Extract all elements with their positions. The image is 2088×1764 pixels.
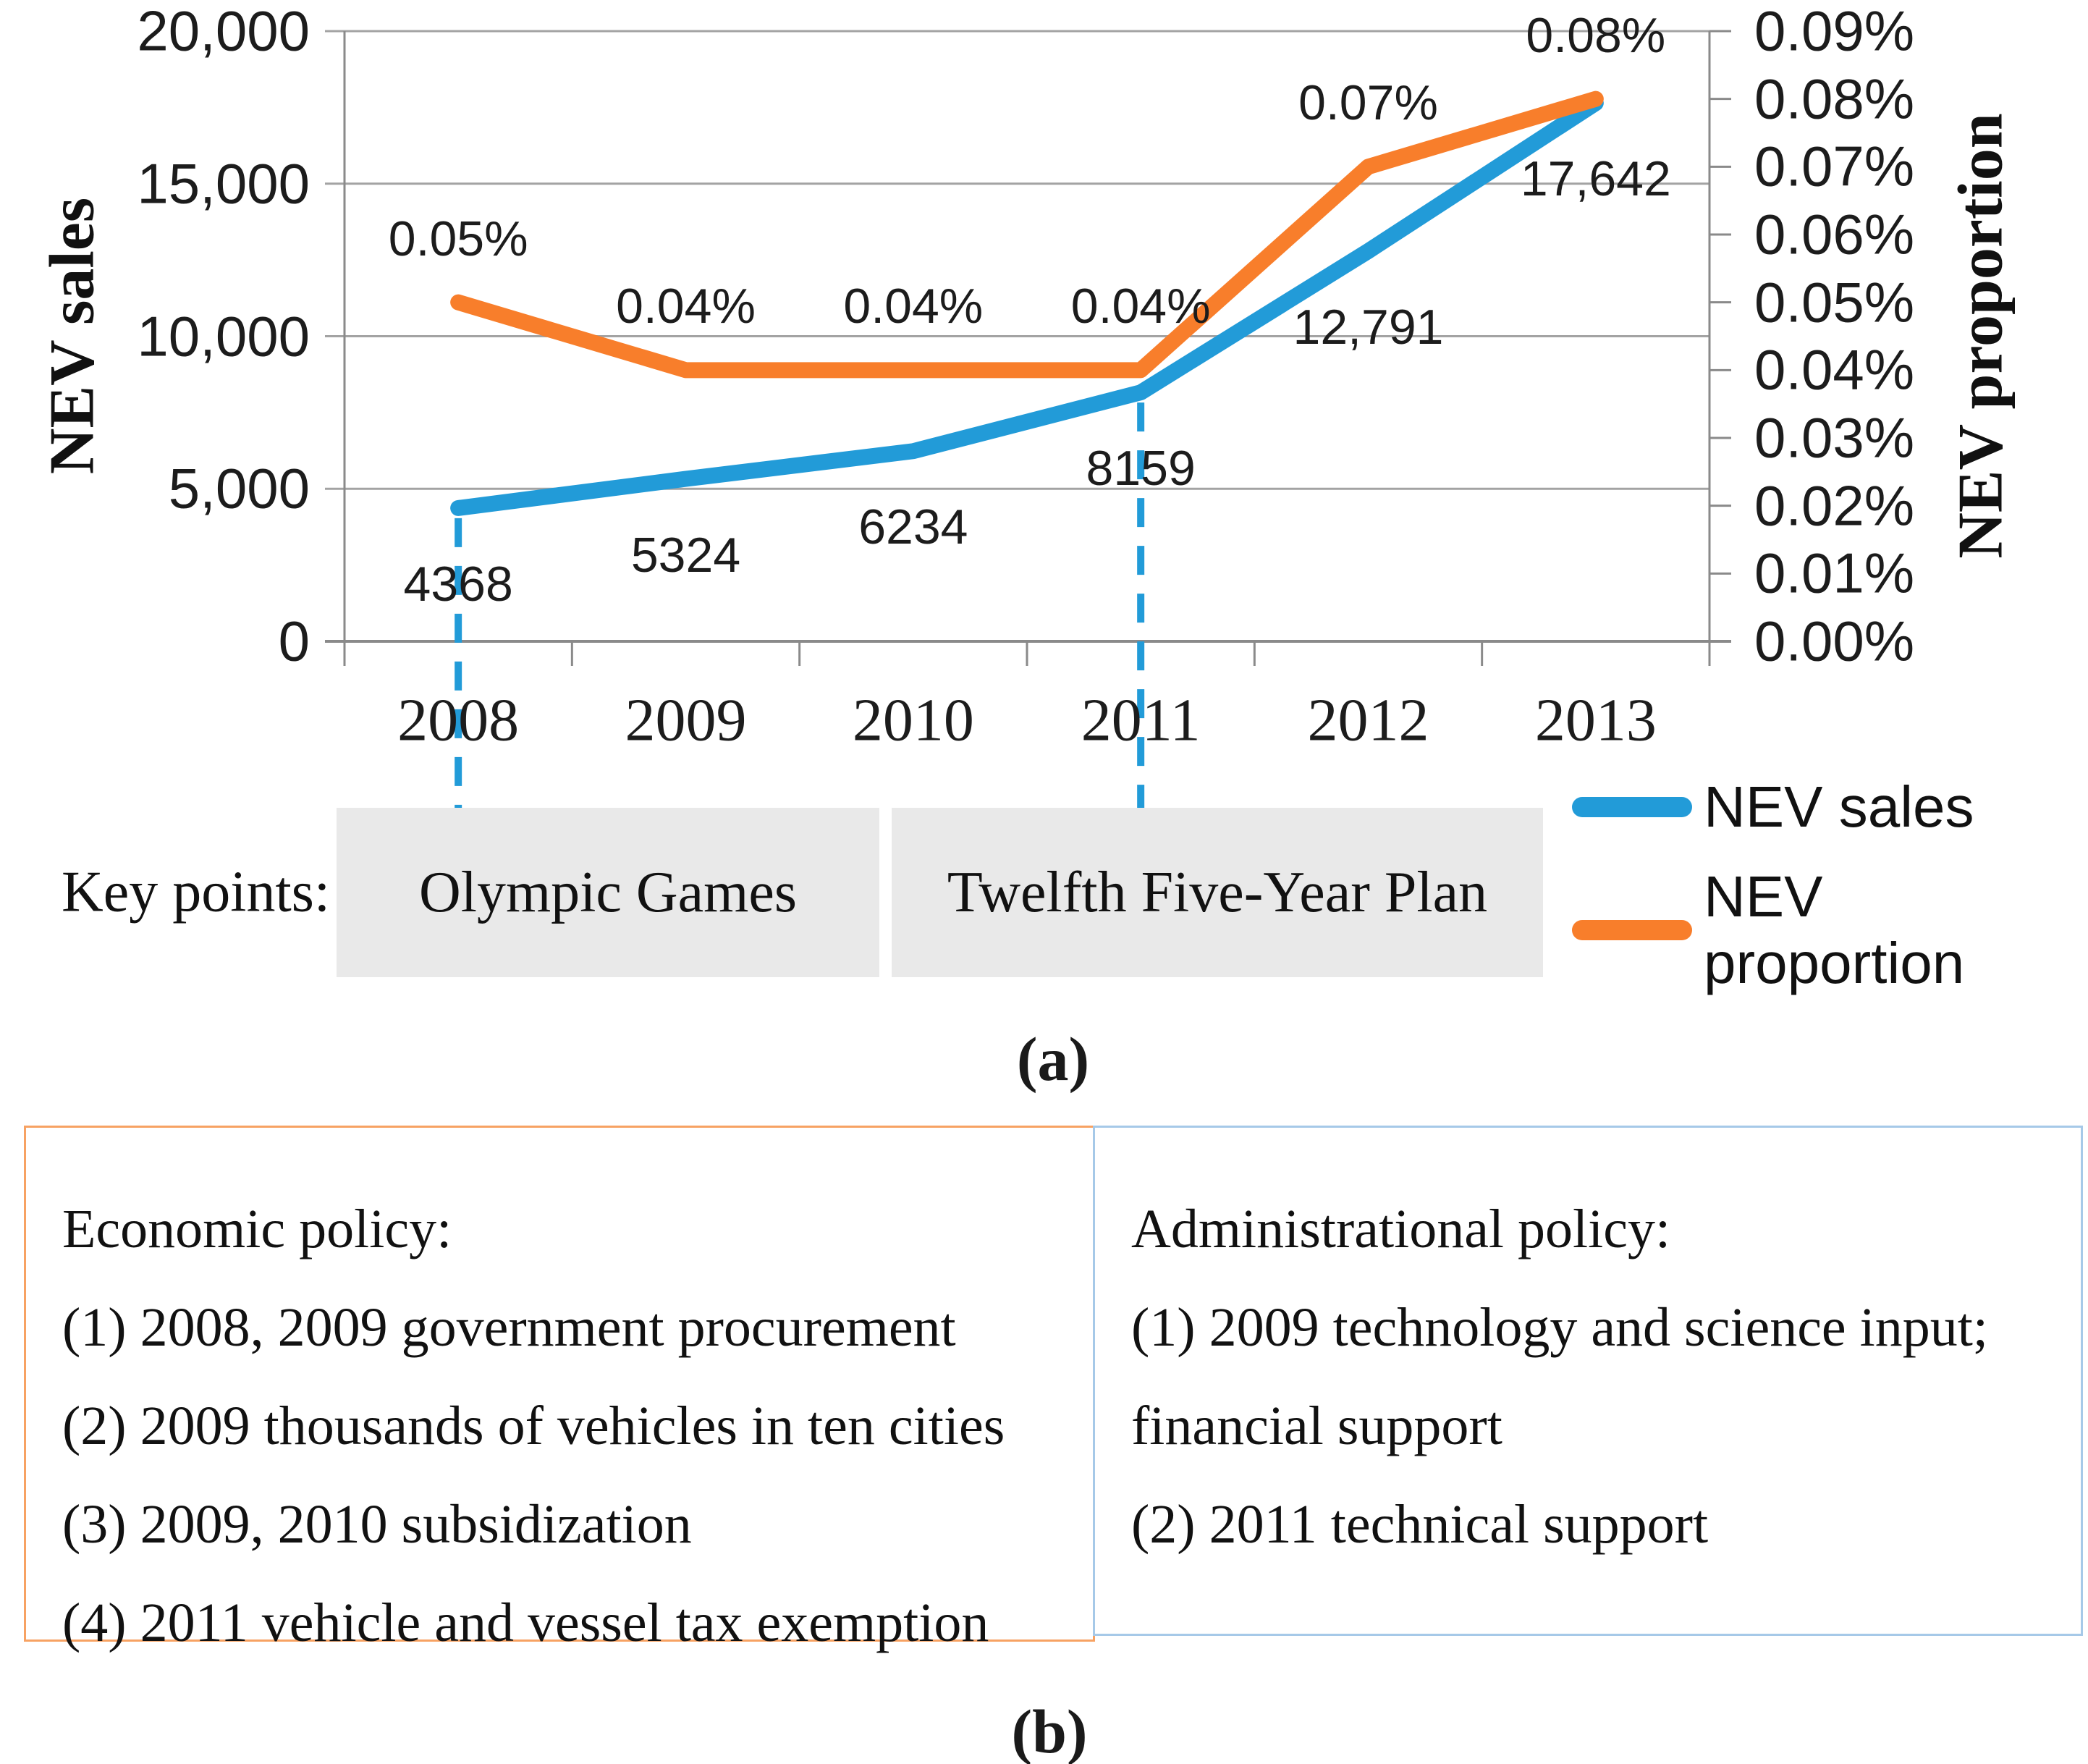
- y2-axis-tick-label: 0.03%: [1754, 405, 1915, 470]
- policy-item: (1) 2008, 2009 government procurement: [62, 1296, 956, 1358]
- key-point-box-twelfth-five-year-plan: Twelfth Five-Year Plan: [892, 808, 1543, 977]
- y-axis-tick-label: 10,000: [137, 304, 310, 368]
- policy-item: financial support: [1131, 1395, 1502, 1456]
- y-axis-tick-label: 5,000: [168, 456, 310, 520]
- key-points-label: Key points:: [62, 860, 331, 924]
- data-label: 0.07%: [1298, 75, 1438, 131]
- chart-labels: 0 5,000 10,000 15,000 20,000 0.00% 0.01% 0.02% 0…: [137, 0, 1915, 754]
- data-label: 0.05%: [388, 211, 528, 266]
- policy-item: (3) 2009, 2010 subsidization: [62, 1493, 692, 1555]
- administrational-policy-title: Administrational policy:: [1131, 1198, 1671, 1259]
- data-label: 6234: [858, 499, 968, 555]
- right-axis-title: NEV proportion: [1945, 113, 2016, 559]
- legend-item-nev-sales: NEV sales: [1572, 774, 1974, 840]
- y2-axis-tick-label: 0.08%: [1754, 67, 1915, 131]
- x-axis-tick-label: 2009: [625, 686, 747, 754]
- data-label: 4368: [403, 556, 513, 612]
- data-label: 5324: [630, 527, 741, 583]
- y2-axis-tick-label: 0.02%: [1754, 473, 1915, 538]
- x-axis-tick-label: 2010: [852, 686, 974, 754]
- panel-b-caption: (b): [1011, 1697, 1088, 1764]
- y-axis-tick-label: 0: [278, 609, 310, 673]
- legend-item-nev-proportion: NEV proportion: [1572, 864, 2088, 997]
- economic-policy-title: Economic policy:: [62, 1198, 452, 1259]
- y-axis-tick-label: 20,000: [137, 0, 310, 63]
- y2-axis-tick-label: 0.09%: [1754, 0, 1915, 63]
- legend-label: NEV sales: [1704, 775, 1974, 839]
- data-label: 0.08%: [1526, 7, 1666, 63]
- data-label: 0.04%: [1070, 279, 1211, 334]
- y2-axis-tick-label: 0.01%: [1754, 541, 1915, 605]
- nev-sales-line-swatch: [1572, 797, 1692, 817]
- policy-item: (1) 2009 technology and science input;: [1131, 1296, 1989, 1358]
- policy-item: (2) 2009 thousands of vehicles in ten ci…: [62, 1395, 1005, 1456]
- line-chart: [325, 30, 1731, 808]
- x-axis-tick-label: 2008: [397, 686, 520, 754]
- nev-proportion-line-swatch: [1572, 920, 1692, 940]
- data-label: 8159: [1086, 441, 1196, 497]
- data-label: 0.04%: [616, 279, 756, 334]
- x-axis-tick-label: 2013: [1534, 686, 1657, 754]
- y2-axis-tick-label: 0.06%: [1754, 202, 1915, 266]
- y2-axis-tick-label: 0.05%: [1754, 270, 1915, 334]
- left-axis-title: NEV sales: [37, 197, 108, 475]
- y2-axis-tick-label: 0.04%: [1754, 337, 1915, 402]
- economic-policy-box: Economic policy: (1) 2008, 2009 governme…: [24, 1126, 1095, 1653]
- legend-label: NEV proportion: [1704, 864, 1965, 995]
- data-label: 12,791: [1293, 299, 1444, 355]
- panel-a-caption: (a): [1016, 1024, 1090, 1094]
- data-label: 17,642: [1520, 151, 1671, 207]
- series-line-nev-proportion: [450, 90, 1604, 379]
- policy-item: (2) 2011 technical support: [1131, 1493, 1709, 1555]
- policy-item: (4) 2011 vehicle and vessel tax exemptio…: [62, 1592, 989, 1653]
- y2-axis-tick-label: 0.00%: [1754, 609, 1915, 673]
- data-label: 0.04%: [843, 279, 984, 334]
- x-axis-tick-label: 2011: [1081, 686, 1201, 754]
- x-axis-tick-label: 2012: [1307, 686, 1429, 754]
- administrational-policy-box: Administrational policy: (1) 2009 techno…: [1093, 1126, 2083, 1636]
- y2-axis-tick-label: 0.07%: [1754, 134, 1915, 198]
- series-line-nev-sales: [450, 95, 1604, 516]
- y-axis-tick-label: 15,000: [137, 151, 310, 216]
- key-point-box-olympic-games: Olympic Games: [337, 808, 879, 977]
